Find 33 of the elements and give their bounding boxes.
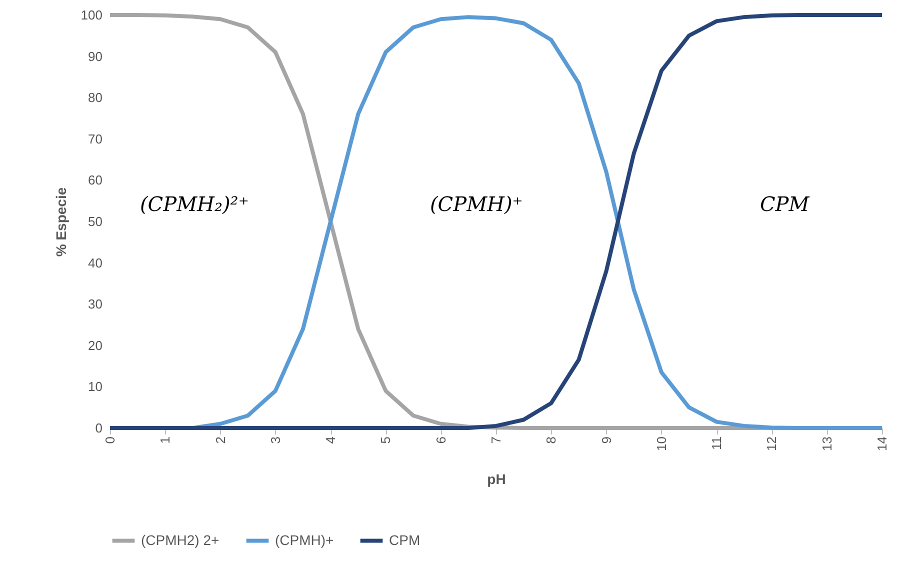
annotation: (CPMH)⁺ [430,192,523,216]
y-tick-label: 100 [80,8,102,22]
legend-label: (CPMH)+ [275,532,334,548]
x-tick-label: 14 [874,436,890,451]
x-tick-label: 5 [378,436,394,444]
x-tick-label: 11 [709,436,724,450]
y-tick-label: 90 [88,48,102,64]
legend-label: (CPMH2) 2+ [141,532,220,548]
y-axis-title: % Especie [52,187,69,257]
y-tick-label: 80 [88,90,102,106]
x-tick-label: 9 [598,436,614,444]
x-tick-label: 3 [268,436,283,444]
y-tick-label: 60 [88,172,102,188]
y-tick-label: 30 [88,296,102,312]
y-tick-label: 20 [88,338,102,353]
y-tick-label: 40 [88,255,102,270]
x-tick-label: 4 [323,436,338,444]
y-tick-label: 50 [88,214,102,229]
x-tick-label: 8 [544,436,559,444]
x-tick-label: 10 [654,436,669,451]
x-tick-label: 6 [433,436,448,444]
x-tick-label: 1 [158,436,173,444]
x-axis-title: pH [487,470,506,487]
y-tick-label: 70 [88,131,102,146]
y-tick-label: 10 [88,379,102,394]
annotation: (CPMH₂)²⁺ [140,192,249,216]
x-tick-label: 2 [212,436,228,444]
x-tick-label: 0 [102,436,118,444]
legend-label: CPM [389,532,420,548]
x-tick-label: 13 [819,436,834,451]
x-tick-label: 12 [764,436,780,451]
annotation: CPM [760,192,810,216]
x-tick-label: 7 [488,436,504,444]
